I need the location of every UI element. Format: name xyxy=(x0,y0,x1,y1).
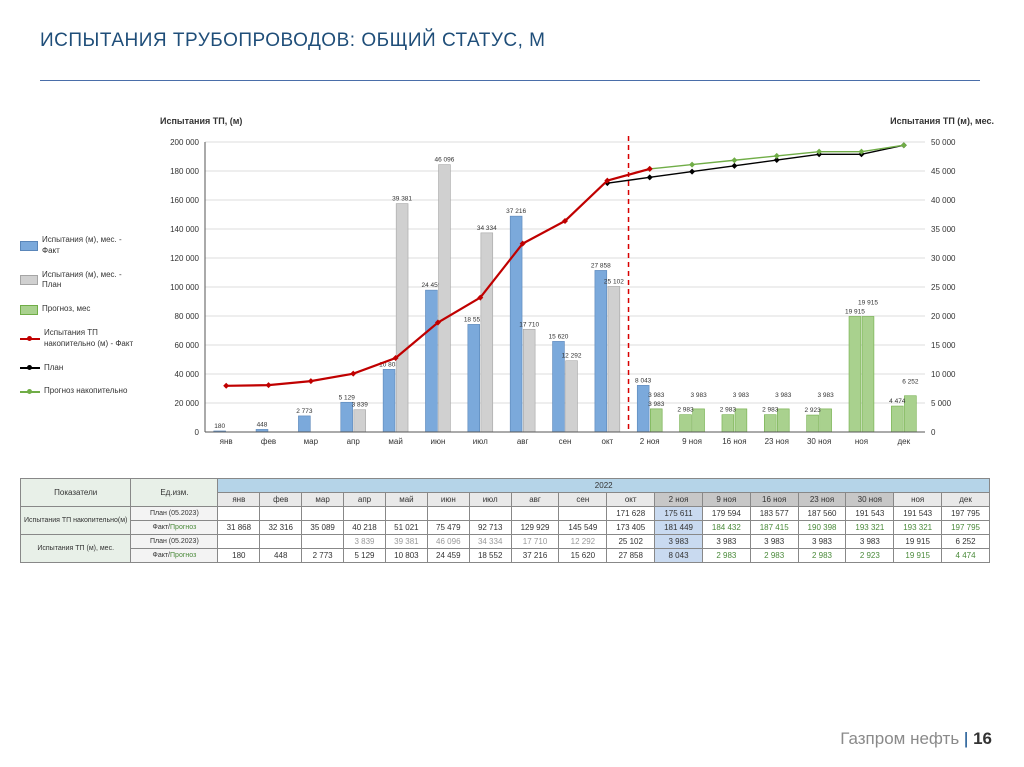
svg-text:30 ноя: 30 ноя xyxy=(807,437,831,446)
chart-axis-title-right: Испытания ТП (м), мес. xyxy=(890,116,994,126)
svg-text:дек: дек xyxy=(898,437,911,446)
svg-text:16 ноя: 16 ноя xyxy=(722,437,746,446)
svg-text:27 858: 27 858 xyxy=(591,262,611,269)
svg-text:19 915: 19 915 xyxy=(858,299,878,306)
svg-text:2 ноя: 2 ноя xyxy=(640,437,660,446)
legend-item: Испытания (м), мес. - Факт xyxy=(20,235,140,257)
svg-text:6 252: 6 252 xyxy=(902,379,919,386)
svg-text:май: май xyxy=(388,437,402,446)
svg-text:30 000: 30 000 xyxy=(931,254,956,263)
svg-text:12 292: 12 292 xyxy=(562,353,582,360)
svg-text:80 000: 80 000 xyxy=(175,312,200,321)
svg-text:2 983: 2 983 xyxy=(762,407,779,414)
title-rule xyxy=(40,80,980,81)
svg-text:46 096: 46 096 xyxy=(435,157,455,164)
svg-text:авг: авг xyxy=(517,437,529,446)
svg-text:180 000: 180 000 xyxy=(170,167,199,176)
svg-text:июн: июн xyxy=(430,437,445,446)
svg-text:2 983: 2 983 xyxy=(720,407,737,414)
svg-text:39 381: 39 381 xyxy=(392,196,412,203)
footer: Газпром нефть | 16 xyxy=(840,729,992,749)
svg-text:апр: апр xyxy=(347,437,361,446)
svg-text:мар: мар xyxy=(304,437,319,446)
svg-text:2 773: 2 773 xyxy=(296,408,313,415)
svg-text:448: 448 xyxy=(257,421,268,428)
svg-text:10 000: 10 000 xyxy=(931,370,956,379)
svg-text:15 620: 15 620 xyxy=(549,333,569,340)
svg-text:200 000: 200 000 xyxy=(170,138,199,147)
svg-text:25 000: 25 000 xyxy=(931,283,956,292)
legend-item: Испытания ТП накопительно (м) - Факт xyxy=(20,328,140,350)
legend-item: Испытания (м), мес. - План xyxy=(20,270,140,292)
svg-text:сен: сен xyxy=(559,437,572,446)
page-title: ИСПЫТАНИЯ ТРУБОПРОВОДОВ: ОБЩИЙ СТАТУС, М xyxy=(40,30,546,52)
svg-text:3 839: 3 839 xyxy=(352,402,369,409)
legend-item: Прогноз, мес xyxy=(20,304,140,315)
svg-text:0: 0 xyxy=(195,428,200,437)
svg-text:5 000: 5 000 xyxy=(931,399,952,408)
svg-text:окт: окт xyxy=(602,437,614,446)
svg-text:9 ноя: 9 ноя xyxy=(682,437,702,446)
svg-text:3 983: 3 983 xyxy=(690,392,707,399)
svg-text:19 915: 19 915 xyxy=(845,308,865,315)
svg-text:34 334: 34 334 xyxy=(477,225,497,232)
chart-axis-title-left: Испытания ТП, (м) xyxy=(160,116,242,126)
footer-brand: Газпром нефть xyxy=(840,729,959,748)
svg-text:120 000: 120 000 xyxy=(170,254,199,263)
svg-text:20 000: 20 000 xyxy=(931,312,956,321)
svg-text:2 983: 2 983 xyxy=(677,407,694,414)
svg-text:40 000: 40 000 xyxy=(175,370,200,379)
svg-text:35 000: 35 000 xyxy=(931,225,956,234)
svg-text:8 043: 8 043 xyxy=(635,377,652,384)
svg-text:25 102: 25 102 xyxy=(604,278,624,285)
page-number: 16 xyxy=(973,729,992,748)
svg-text:15 000: 15 000 xyxy=(931,341,956,350)
svg-text:17 710: 17 710 xyxy=(519,321,539,328)
combo-chart: 0 20 000 40 000 60 000 80 000 100 000 120 000 1… xyxy=(150,130,980,460)
svg-text:ноя: ноя xyxy=(855,437,868,446)
svg-text:фев: фев xyxy=(261,437,276,446)
svg-text:60 000: 60 000 xyxy=(175,341,200,350)
svg-text:100 000: 100 000 xyxy=(170,283,199,292)
svg-text:45 000: 45 000 xyxy=(931,167,956,176)
legend-item: Прогноз накопительно xyxy=(20,386,140,397)
svg-text:янв: янв xyxy=(220,437,233,446)
svg-text:140 000: 140 000 xyxy=(170,225,199,234)
svg-text:3 983: 3 983 xyxy=(817,392,834,399)
svg-text:0: 0 xyxy=(931,428,936,437)
svg-text:23 ноя: 23 ноя xyxy=(765,437,789,446)
svg-text:180: 180 xyxy=(214,423,225,430)
svg-text:5 129: 5 129 xyxy=(339,394,356,401)
svg-text:3 983: 3 983 xyxy=(648,401,665,408)
legend: Испытания (м), мес. - Факт Испытания (м),… xyxy=(20,235,140,410)
svg-text:3 983: 3 983 xyxy=(775,392,792,399)
svg-text:37 216: 37 216 xyxy=(506,208,526,215)
data-table: ПоказателиЕд.изм.2022янвфевмарапрмайиюни… xyxy=(20,478,990,563)
svg-text:40 000: 40 000 xyxy=(931,196,956,205)
svg-text:50 000: 50 000 xyxy=(931,138,956,147)
svg-text:160 000: 160 000 xyxy=(170,196,199,205)
svg-text:2 923: 2 923 xyxy=(804,407,821,414)
svg-text:июл: июл xyxy=(473,437,488,446)
svg-text:3 983: 3 983 xyxy=(733,392,750,399)
svg-text:20 000: 20 000 xyxy=(175,399,200,408)
svg-text:3 983: 3 983 xyxy=(648,392,665,399)
svg-text:4 474: 4 474 xyxy=(889,398,906,405)
legend-item: План xyxy=(20,363,140,374)
